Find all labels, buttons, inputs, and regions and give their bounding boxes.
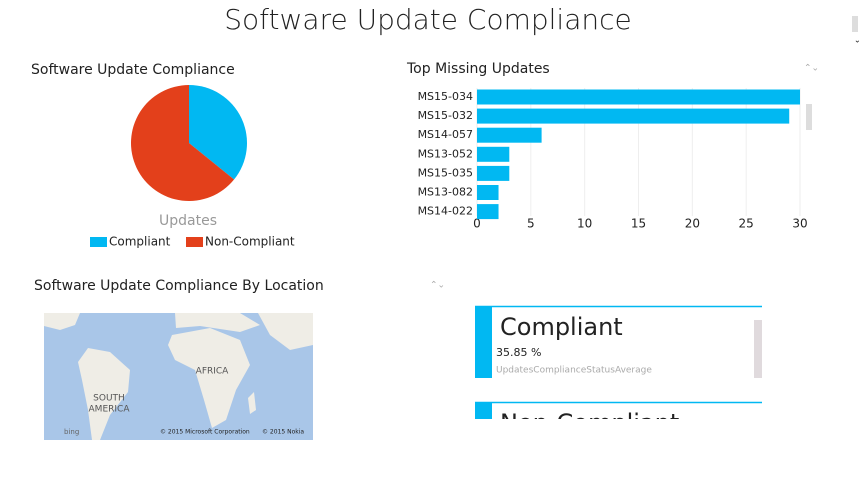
map-land (258, 313, 313, 350)
pie-chart (130, 85, 247, 201)
pie-slice (130, 85, 235, 201)
map-land (78, 348, 130, 440)
map-label: AMERICA (89, 405, 131, 415)
scroll-arrow: ⌃⌄ (804, 64, 819, 74)
map[interactable] (44, 313, 313, 440)
map-label: SOUTH (93, 394, 125, 404)
x-tick-label: 25 (739, 217, 754, 231)
bar (477, 127, 542, 143)
legend-title: Updates (159, 213, 217, 229)
bar (477, 185, 499, 200)
card-value: 35.85 % (496, 346, 541, 359)
card-title: Non-Compliant (500, 409, 679, 437)
card-bg (475, 306, 762, 378)
map-land (248, 392, 256, 414)
x-tick-label: 15 (631, 217, 646, 231)
x-tick-label: 10 (577, 217, 592, 231)
map-copyright: © 2015 Microsoft Corporation (160, 429, 250, 436)
legend-swatch (90, 237, 107, 247)
bar-scrollbar[interactable] (806, 104, 812, 130)
x-tick-label: 30 (792, 217, 807, 231)
y-tick-label: MS15-034 (418, 90, 473, 103)
map-title: Software Update Compliance By Location (34, 278, 324, 294)
scroll-arrow: ⌃⌄ (430, 281, 445, 291)
legend-label: Compliant (109, 235, 171, 249)
bar (477, 146, 510, 162)
y-tick-label: MS13-082 (418, 186, 473, 199)
y-tick-label: MS15-035 (418, 166, 473, 179)
map-copyright: © 2015 Nokia (262, 429, 304, 436)
page-scrollbar[interactable] (852, 16, 858, 32)
bar (477, 108, 790, 124)
map-land (175, 313, 260, 332)
pie-slice (189, 85, 247, 180)
map-land (168, 328, 250, 428)
card-scrollbar[interactable] (754, 320, 762, 378)
card-accent (475, 306, 492, 378)
card[interactable]: Non-Compliant (475, 401, 762, 437)
bar (477, 204, 499, 220)
x-tick-label: 20 (685, 217, 700, 231)
scroll-arrow: ⌄ (854, 36, 861, 45)
x-tick-label: 0 (473, 217, 481, 231)
y-tick-label: MS15-032 (418, 109, 473, 122)
card-title: Compliant (500, 313, 623, 341)
map-logo: bing (64, 428, 79, 436)
legend-swatch (186, 237, 203, 247)
legend-label: Non-Compliant (205, 235, 295, 249)
card-caption: UpdatesComplianceStatusAverage (496, 366, 652, 376)
bar-title: Top Missing Updates (406, 61, 550, 77)
card[interactable]: Compliant 35.85 % UpdatesComplianceStatu… (475, 305, 762, 378)
map-label: AFRICA (196, 367, 230, 377)
bar (477, 165, 510, 181)
x-tick-label: 5 (527, 217, 535, 231)
map-land (44, 313, 80, 330)
bar (477, 89, 800, 105)
pie-title: Software Update Compliance (31, 62, 235, 78)
card-accent (475, 402, 492, 419)
y-tick-label: MS13-052 (418, 147, 473, 160)
y-tick-label: MS14-022 (418, 205, 473, 218)
page-title: Software Update Compliance (224, 3, 631, 36)
y-tick-label: MS14-057 (418, 128, 473, 141)
